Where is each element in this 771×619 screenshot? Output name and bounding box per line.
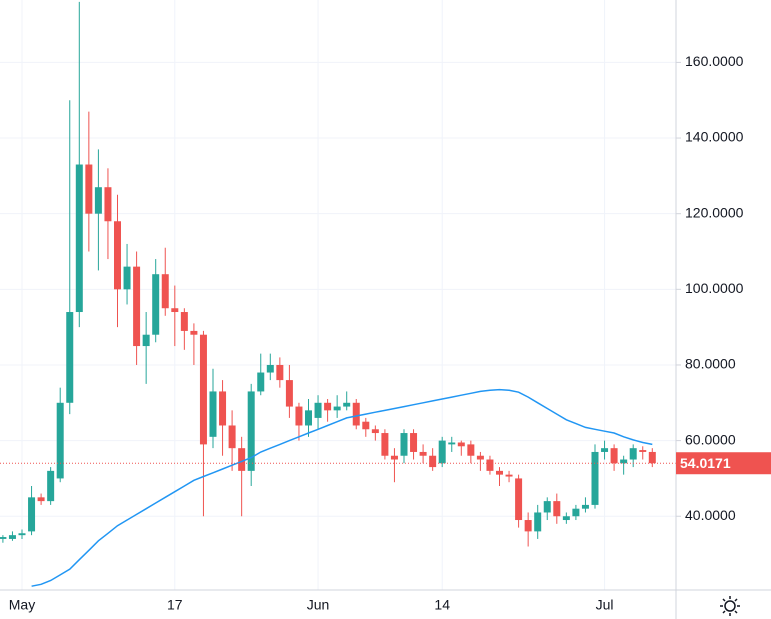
candle-body xyxy=(142,334,150,347)
x-tick-label: Jun xyxy=(307,597,330,613)
candle-body xyxy=(381,433,389,456)
candle-body xyxy=(56,402,64,479)
candle-body xyxy=(457,442,465,447)
candle-body xyxy=(410,433,418,452)
candle-body xyxy=(94,187,102,214)
candle-body xyxy=(581,504,589,509)
grid xyxy=(0,0,676,590)
candle-body xyxy=(305,410,312,426)
candle-body xyxy=(114,221,121,290)
candle-body xyxy=(66,312,74,403)
candle-body xyxy=(228,425,236,449)
gear-teeth xyxy=(720,596,740,616)
candle-body xyxy=(543,501,551,513)
candle-body xyxy=(352,402,360,426)
candle-body xyxy=(467,444,475,456)
candle-body xyxy=(400,433,408,456)
candle-body xyxy=(505,474,513,477)
candle-body xyxy=(333,406,341,411)
candle-body xyxy=(37,497,45,502)
settings-icon[interactable] xyxy=(720,596,740,616)
candle-body xyxy=(18,533,26,536)
y-tick-label: 160.0000 xyxy=(685,53,744,69)
x-tick-label: 14 xyxy=(434,597,450,613)
x-tick-label: 17 xyxy=(167,597,183,613)
candle-body xyxy=(419,451,427,456)
candle-body xyxy=(152,274,160,335)
candle-body xyxy=(639,450,647,452)
y-tick-label: 80.0000 xyxy=(685,356,736,372)
candle-body xyxy=(476,455,484,460)
candle-body xyxy=(180,312,188,331)
candle-body xyxy=(285,380,293,407)
candle-body xyxy=(610,448,618,464)
candle-body xyxy=(209,391,217,437)
candle-body xyxy=(133,266,141,347)
candle-body xyxy=(276,364,284,381)
candle-body xyxy=(572,508,580,517)
candle-body xyxy=(629,448,637,460)
candle-body xyxy=(534,512,542,532)
plot xyxy=(0,1,676,587)
candle-body xyxy=(562,516,570,521)
candle-body xyxy=(0,537,7,539)
candle-body xyxy=(199,334,207,445)
candle-body xyxy=(620,459,628,464)
x-tick-label: May xyxy=(9,597,35,613)
candle-body xyxy=(47,470,55,502)
last-price-box xyxy=(676,452,771,475)
candle-body xyxy=(343,402,351,407)
candle-body xyxy=(190,330,198,335)
candle-body xyxy=(247,391,255,471)
last-price-label: 54.0171 xyxy=(680,455,731,471)
candle-body xyxy=(266,364,274,373)
candle-body xyxy=(591,451,599,505)
x-tick-label: Jul xyxy=(596,597,614,613)
candle-body xyxy=(238,448,246,471)
candle-body xyxy=(104,187,112,222)
candle-body xyxy=(486,459,494,471)
candle-body xyxy=(171,308,179,313)
y-tick-label: 40.0000 xyxy=(685,507,736,523)
candle-body xyxy=(524,520,532,532)
candle-body xyxy=(324,402,332,411)
candle-body xyxy=(219,391,227,426)
candle-body xyxy=(515,478,523,521)
candle-body xyxy=(28,497,36,532)
candle-body xyxy=(371,429,379,434)
candle-body xyxy=(295,406,303,426)
candle-body xyxy=(448,442,456,445)
axes: 40.0000 60.0000 80.0000 100.0000 120.0000 140… xyxy=(9,53,771,613)
candle-body xyxy=(123,266,131,290)
candle-body xyxy=(85,164,93,214)
y-tick-label: 60.0000 xyxy=(685,431,736,447)
candle-body xyxy=(496,470,503,475)
candle-body xyxy=(601,448,609,452)
candle-body xyxy=(648,451,656,464)
gear-center xyxy=(724,600,736,612)
candle-body xyxy=(8,535,16,539)
candle-body xyxy=(314,402,322,418)
candle-body xyxy=(390,455,398,460)
candle-body xyxy=(75,164,83,313)
candle-body xyxy=(257,372,265,392)
y-tick-label: 120.0000 xyxy=(685,204,744,220)
y-tick-label: 140.0000 xyxy=(685,129,744,145)
candle-body xyxy=(438,440,446,464)
candle-body xyxy=(429,455,437,468)
moving-average-line xyxy=(31,388,653,587)
candle-body xyxy=(362,421,370,430)
candle-body xyxy=(553,501,561,517)
candle-body xyxy=(161,274,169,309)
y-tick-label: 100.0000 xyxy=(685,280,744,296)
